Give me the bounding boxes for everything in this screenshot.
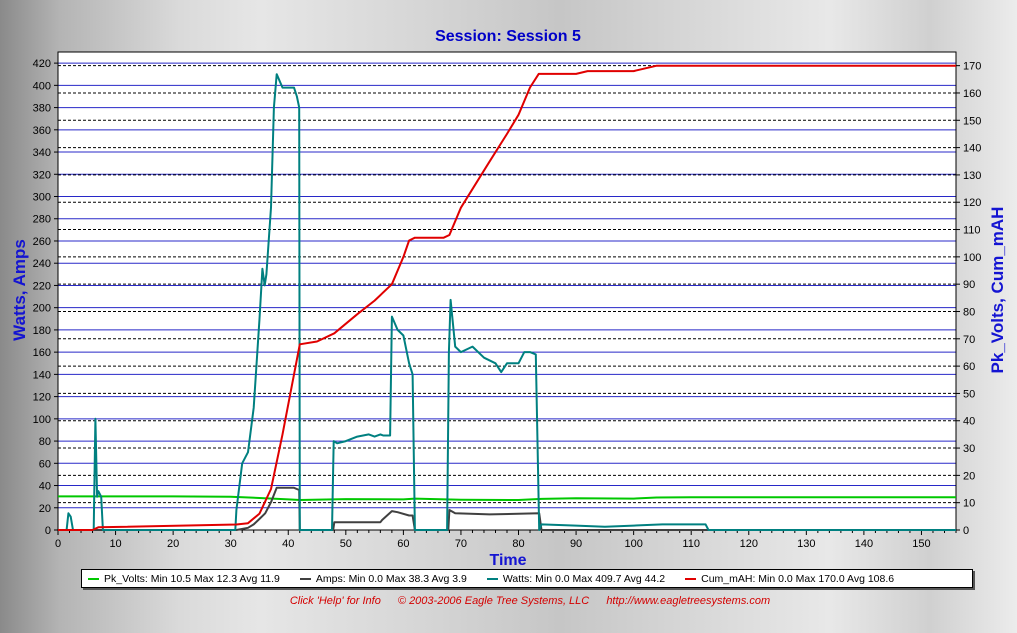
y-left-tick-label: 260 [33,236,51,248]
x-tick-label: 80 [512,538,524,550]
legend-text: Watts: Min 0.0 Max 409.7 Avg 44.2 [502,572,666,585]
legend-item-amps: Amps: Min 0.0 Max 38.3 Avg 3.9 [299,572,467,585]
help-hint: Click 'Help' for Info [289,595,381,607]
legend-swatch [299,577,311,580]
y-left-tick-label: 60 [39,458,51,470]
x-axis-label: Time [489,552,526,569]
y-axis-left-label: Watts, Amps [10,239,29,341]
y-left-tick-label: 40 [39,481,51,493]
copyright-text: © 2003-2006 Eagle Tree Systems, LLC [397,595,590,607]
y-right-tick-label: 150 [963,115,981,127]
series-line-cum_mah [58,64,956,531]
plot-frame [57,51,957,531]
x-tick-label: 60 [397,538,409,550]
footer: Click 'Help' for Info © 2003-2006 Eagle … [0,595,1017,607]
y-left-tick-label: 340 [33,147,51,159]
chart-title: Session: Session 5 [435,28,581,45]
x-tick-label: 130 [797,538,815,550]
x-tick-label: 70 [455,538,467,550]
y-left-tick-label: 140 [33,369,51,381]
website-link[interactable]: http://www.eagletreesystems.com [606,595,771,607]
legend-swatch [88,577,99,580]
y-right-tick-label: 120 [963,197,981,209]
x-tick-label: 110 [682,538,700,550]
x-tick-label: 40 [282,538,294,550]
series-line-pk_volts [58,495,956,501]
y-right-tick-label: 10 [963,498,975,510]
tick-labels: 0204060801001201401601802002202402602803… [33,58,982,550]
y-left-tick-label: 280 [33,214,51,226]
y-right-tick-label: 40 [963,416,975,428]
y-right-tick-label: 30 [963,443,975,455]
legend-swatch [486,577,498,580]
plot-area [58,52,956,530]
y-right-tick-label: 140 [963,143,981,155]
y-right-tick-label: 70 [963,334,975,346]
x-tick-label: 100 [624,538,642,550]
y-left-tick-label: 120 [33,392,51,404]
y-left-tick-label: 80 [39,436,51,448]
gridlines [58,62,956,509]
y-right-tick-label: 110 [963,225,981,237]
x-tick-label: 140 [855,538,873,550]
legend-text: Cum_mAH: Min 0.0 Max 170.0 Avg 108.6 [701,572,895,585]
x-tick-label: 90 [570,538,582,550]
legend-item-pk_volts: Pk_Volts: Min 10.5 Max 12.3 Avg 11.9 [88,573,280,585]
x-tick-label: 10 [109,538,121,550]
y-left-tick-label: 380 [33,103,51,115]
y-left-tick-label: 200 [33,303,51,315]
y-right-tick-label: 50 [963,388,975,400]
y-left-tick-label: 240 [33,258,51,270]
y-left-tick-label: 160 [33,347,51,359]
y-left-tick-label: 400 [33,80,51,92]
y-right-tick-label: 160 [963,88,981,100]
legend-swatch [685,577,697,580]
legend-text: Pk_Volts: Min 10.5 Max 12.3 Avg 11.9 [104,572,280,585]
y-right-tick-label: 80 [963,306,975,318]
y-left-tick-label: 420 [33,58,51,70]
y-left-tick-label: 220 [33,280,51,292]
legend-text: Amps: Min 0.0 Max 38.3 Avg 3.9 [315,572,467,585]
series-lines [58,64,956,531]
legend: Pk_Volts: Min 10.5 Max 12.3 Avg 11.9 Amps… [81,569,973,588]
x-tick-label: 50 [340,538,352,550]
y-right-tick-label: 0 [963,525,969,537]
y-right-tick-label: 20 [963,470,975,482]
y-right-tick-label: 130 [963,170,981,182]
x-tick-label: 0 [55,538,61,550]
series-line-amps [58,486,956,531]
y-axis-right-label: Pk_Volts, Cum_mAH [988,207,1007,374]
y-left-tick-label: 300 [33,192,51,204]
legend-item-cum_mah: Cum_mAH: Min 0.0 Max 170.0 Avg 108.6 [685,573,894,585]
y-right-tick-label: 170 [963,61,981,73]
x-tick-label: 150 [912,538,930,550]
y-left-tick-label: 180 [33,325,51,337]
legend-item-watts: Watts: Min 0.0 Max 409.7 Avg 44.2 [486,572,666,585]
x-tick-label: 120 [740,538,758,550]
series-line-watts [58,73,956,531]
y-right-tick-label: 100 [963,252,981,264]
y-right-tick-label: 60 [963,361,975,373]
y-right-tick-label: 90 [963,279,975,291]
x-tick-label: 30 [225,538,237,550]
y-left-tick-label: 100 [33,414,51,426]
y-left-tick-label: 320 [33,169,51,181]
x-tick-label: 20 [167,538,179,550]
y-left-tick-label: 20 [39,503,51,515]
y-left-tick-label: 360 [33,125,51,137]
y-left-tick-label: 0 [45,525,51,537]
